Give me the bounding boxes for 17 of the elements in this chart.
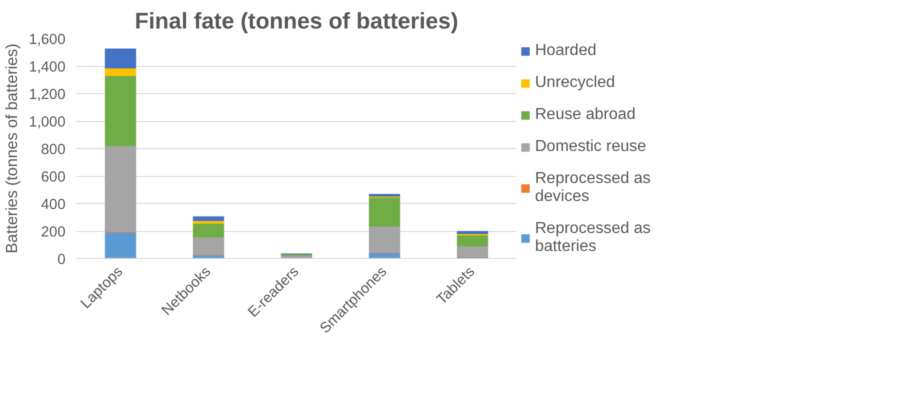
legend-label: Domestic reuse bbox=[535, 138, 646, 156]
y-tick-label: 400 bbox=[41, 197, 66, 213]
legend-label: Reprocessed as batteries bbox=[535, 220, 651, 256]
legend-label: Reuse abroad bbox=[535, 106, 636, 124]
legend-label: Unrecycled bbox=[535, 74, 616, 92]
y-tick-label: 1,000 bbox=[28, 114, 66, 130]
y-tick-label: 1,400 bbox=[28, 60, 66, 76]
y-tick-label: 1,200 bbox=[28, 87, 66, 103]
y-tick-label: 1,600 bbox=[28, 32, 66, 48]
y-axis-title: Batteries (tonnes of batteries) bbox=[4, 44, 21, 254]
y-tick-label: 0 bbox=[57, 252, 66, 268]
legend-label: Reprocessed as devices bbox=[535, 170, 651, 206]
legend-label: Hoarded bbox=[535, 42, 596, 60]
y-tick-label: 200 bbox=[41, 224, 66, 240]
y-tick-label: 600 bbox=[41, 170, 66, 186]
chart-title: Final fate (tonnes of batteries) bbox=[134, 8, 458, 34]
y-tick-label: 800 bbox=[41, 142, 66, 158]
